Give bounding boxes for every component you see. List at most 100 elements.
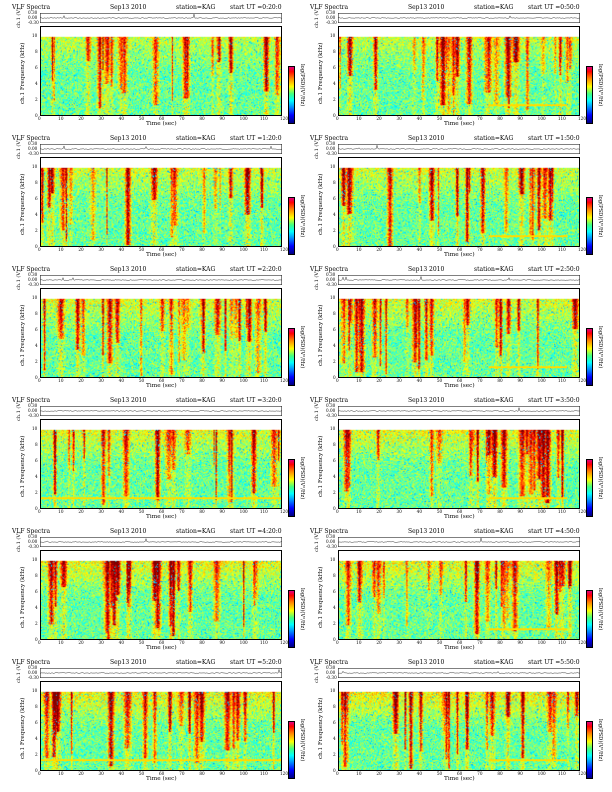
voltage-trace (338, 537, 580, 547)
time-tick-label: 70 (477, 247, 483, 252)
time-tick-label: 90 (517, 771, 523, 776)
freq-tick-label: 2 (35, 752, 38, 757)
time-tick-label: 0 (336, 116, 339, 121)
freq-tick-label: 0 (35, 375, 38, 380)
ch-tick-label: 0.30 (28, 534, 38, 539)
freq-tick-label: 2 (333, 752, 336, 757)
time-tick-label: 60 (457, 378, 463, 383)
time-tick-label: 30 (396, 247, 402, 252)
colorbar (288, 721, 295, 779)
title-start-time: start UT =1:50:0 (528, 135, 580, 142)
ch-axis-label: ch.1 (V) (16, 139, 22, 159)
panel-title: VLF Spectra Sep13 2010 station=KAG start UT… (306, 135, 606, 143)
voltage-line (338, 670, 580, 674)
time-tick-label: 0 (38, 509, 41, 514)
freq-tick-label: 2 (333, 621, 336, 626)
time-tick-label: 60 (457, 247, 463, 252)
freq-tick-label: 2 (35, 228, 38, 233)
voltage-line (338, 144, 580, 150)
voltage-line (40, 14, 282, 19)
title-start-time: start UT =0:50:0 (528, 4, 580, 11)
freq-tick-label: 4 (333, 81, 336, 86)
title-product: VLF Spectra (310, 528, 349, 535)
freq-axis-label: ch.1 Frequency (kHz) (20, 42, 26, 104)
ch-axis-label: ch.1 (V) (16, 8, 22, 28)
spectrogram (338, 550, 580, 640)
time-tick-label: 110 (557, 640, 566, 645)
voltage-trace (338, 144, 580, 154)
spectrogram (40, 550, 282, 640)
title-date: Sep13 2010 (408, 266, 445, 273)
time-axis-label: Time (sec) (444, 121, 475, 127)
ch-tick-label: 0.30 (28, 272, 38, 277)
time-tick-label: 100 (239, 640, 248, 645)
title-start-time: start UT =4:20:0 (230, 528, 282, 535)
time-tick-label: 20 (376, 640, 382, 645)
title-date: Sep13 2010 (408, 4, 445, 11)
colorbar (586, 721, 593, 779)
freq-axis-label: ch.1 Frequency (kHz) (318, 42, 324, 104)
freq-tick-label: 8 (35, 49, 38, 54)
ch-tick-label: 0.30 (326, 272, 336, 277)
title-product: VLF Spectra (310, 4, 349, 11)
time-tick-label: 30 (98, 771, 104, 776)
time-tick-label: 60 (159, 771, 165, 776)
spectra-panel: VLF Spectra Sep13 2010 station=KAG start UT… (8, 397, 308, 525)
title-product: VLF Spectra (12, 528, 51, 535)
ch-tick-label: 0.30 (28, 665, 38, 670)
time-tick-label: 100 (537, 509, 546, 514)
time-tick-label: 60 (159, 640, 165, 645)
time-axis-label: Time (sec) (444, 645, 475, 651)
freq-tick-label: 8 (333, 704, 336, 709)
time-tick-label: 50 (436, 247, 443, 252)
freq-tick-label: 2 (333, 97, 336, 102)
title-start-time: start UT =5:50:0 (528, 659, 580, 666)
time-tick-label: 70 (179, 247, 185, 252)
time-tick-label: 70 (477, 116, 483, 121)
time-tick-label: 90 (517, 640, 523, 645)
title-product: VLF Spectra (12, 135, 51, 142)
freq-tick-label: 6 (333, 720, 336, 725)
time-axis-label: Time (sec) (444, 252, 475, 258)
spectrogram (338, 419, 580, 509)
time-tick-label: 110 (259, 640, 268, 645)
freq-tick-label: 10 (32, 557, 38, 562)
spectrogram-canvas (41, 27, 281, 115)
time-tick-label: 70 (179, 378, 185, 383)
spectrogram-canvas (41, 682, 281, 770)
time-tick-label: 40 (118, 509, 124, 514)
spectra-panel: VLF Spectra Sep13 2010 station=KAG start UT… (8, 135, 308, 263)
ch-tick-label: 0.00 (28, 539, 38, 544)
time-tick-label: 70 (179, 640, 185, 645)
ch-tick-label: -0.30 (326, 151, 337, 156)
freq-tick-label: 4 (35, 605, 38, 610)
title-station: station=KAG (474, 528, 514, 535)
time-tick-label: 60 (457, 116, 463, 121)
time-tick-label: 20 (376, 247, 382, 252)
freq-tick-label: 0 (35, 637, 38, 642)
ch-tick-label: 0.00 (28, 146, 38, 151)
time-tick-label: 30 (396, 509, 402, 514)
colorbar-label: log(PSD)(V²/Hz) (597, 195, 603, 238)
freq-tick-label: 2 (333, 490, 336, 495)
title-station: station=KAG (474, 397, 514, 404)
freq-tick-label: 10 (330, 295, 336, 300)
title-start-time: start UT =3:20:0 (230, 397, 282, 404)
ch-tick-label: -0.30 (326, 413, 337, 418)
time-tick-label: 10 (58, 771, 64, 776)
colorbar (586, 590, 593, 648)
time-tick-label: 40 (416, 378, 422, 383)
freq-tick-label: 10 (330, 164, 336, 169)
freq-tick-label: 6 (35, 589, 38, 594)
time-tick-label: 40 (416, 116, 422, 121)
freq-tick-label: 4 (35, 736, 38, 741)
title-station: station=KAG (176, 4, 216, 11)
freq-tick-label: 8 (35, 704, 38, 709)
spectra-panel: VLF Spectra Sep13 2010 station=KAG start UT… (306, 135, 606, 263)
freq-tick-label: 4 (35, 343, 38, 348)
time-tick-label: 10 (58, 378, 64, 383)
title-product: VLF Spectra (12, 266, 51, 273)
time-tick-label: 20 (376, 509, 382, 514)
time-tick-label: 110 (259, 378, 268, 383)
time-tick-label: 70 (179, 509, 185, 514)
